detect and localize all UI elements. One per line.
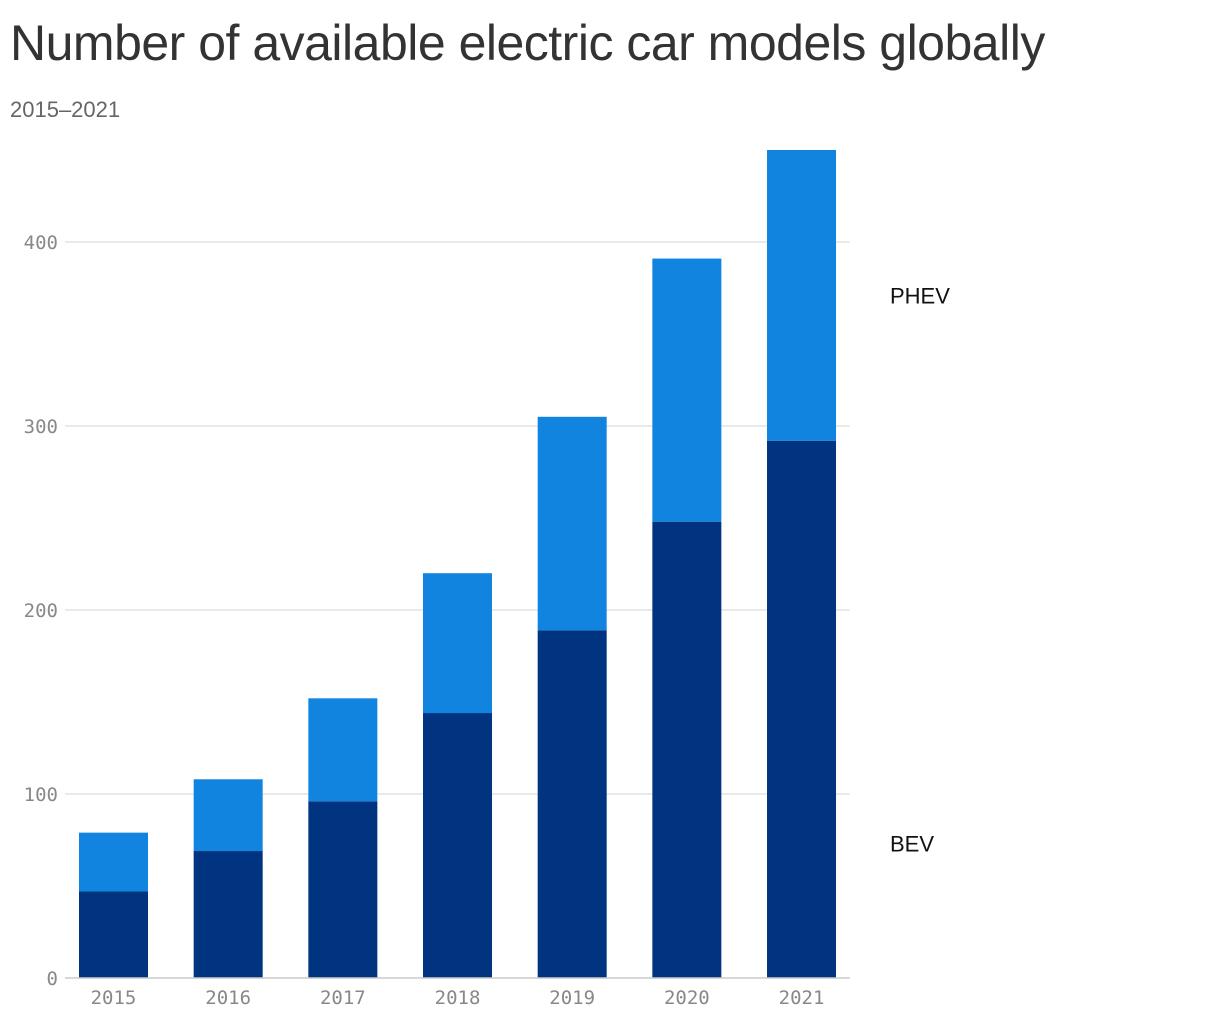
bar-bev-2016 xyxy=(193,851,263,978)
legend-label-bev: BEV xyxy=(890,832,934,857)
bar-bev-2018 xyxy=(423,713,493,978)
legend: BEV PHEV xyxy=(890,283,950,856)
chart-title: Number of available electric car models … xyxy=(10,15,1045,71)
bars xyxy=(79,150,837,979)
bar-bev-2020 xyxy=(652,521,722,978)
y-tick-label: 400 xyxy=(24,232,58,254)
x-tick-label: 2021 xyxy=(779,987,825,1009)
x-tick-label: 2016 xyxy=(205,987,251,1009)
y-tick-label: 300 xyxy=(24,416,58,438)
bar-bev-2017 xyxy=(308,801,378,978)
bar-phev-2016 xyxy=(193,779,263,852)
legend-label-phev: PHEV xyxy=(890,283,950,308)
bar-bev-2021 xyxy=(767,440,837,979)
bar-bev-2019 xyxy=(537,630,607,978)
x-tick-label: 2019 xyxy=(549,987,595,1009)
chart-subtitle: 2015–2021 xyxy=(10,97,121,122)
bar-phev-2020 xyxy=(652,258,722,522)
bar-phev-2017 xyxy=(308,698,378,802)
bar-phev-2015 xyxy=(79,832,148,892)
x-axis: 2015 2016 2017 2018 2019 2020 2021 xyxy=(65,977,850,1009)
y-tick-label: 100 xyxy=(24,784,58,806)
bar-phev-2019 xyxy=(537,416,607,631)
y-tick-label: 200 xyxy=(24,600,58,622)
bar-phev-2018 xyxy=(423,573,493,714)
bar-bev-2015 xyxy=(79,891,148,978)
bar-phev-2021 xyxy=(767,150,837,441)
x-tick-label: 2017 xyxy=(320,987,366,1009)
x-tick-label: 2018 xyxy=(435,987,481,1009)
y-axis: 0 100 200 300 400 xyxy=(24,232,58,990)
x-tick-label: 2020 xyxy=(664,987,710,1009)
x-tick-label: 2015 xyxy=(91,987,137,1009)
y-tick-label: 0 xyxy=(47,968,58,990)
